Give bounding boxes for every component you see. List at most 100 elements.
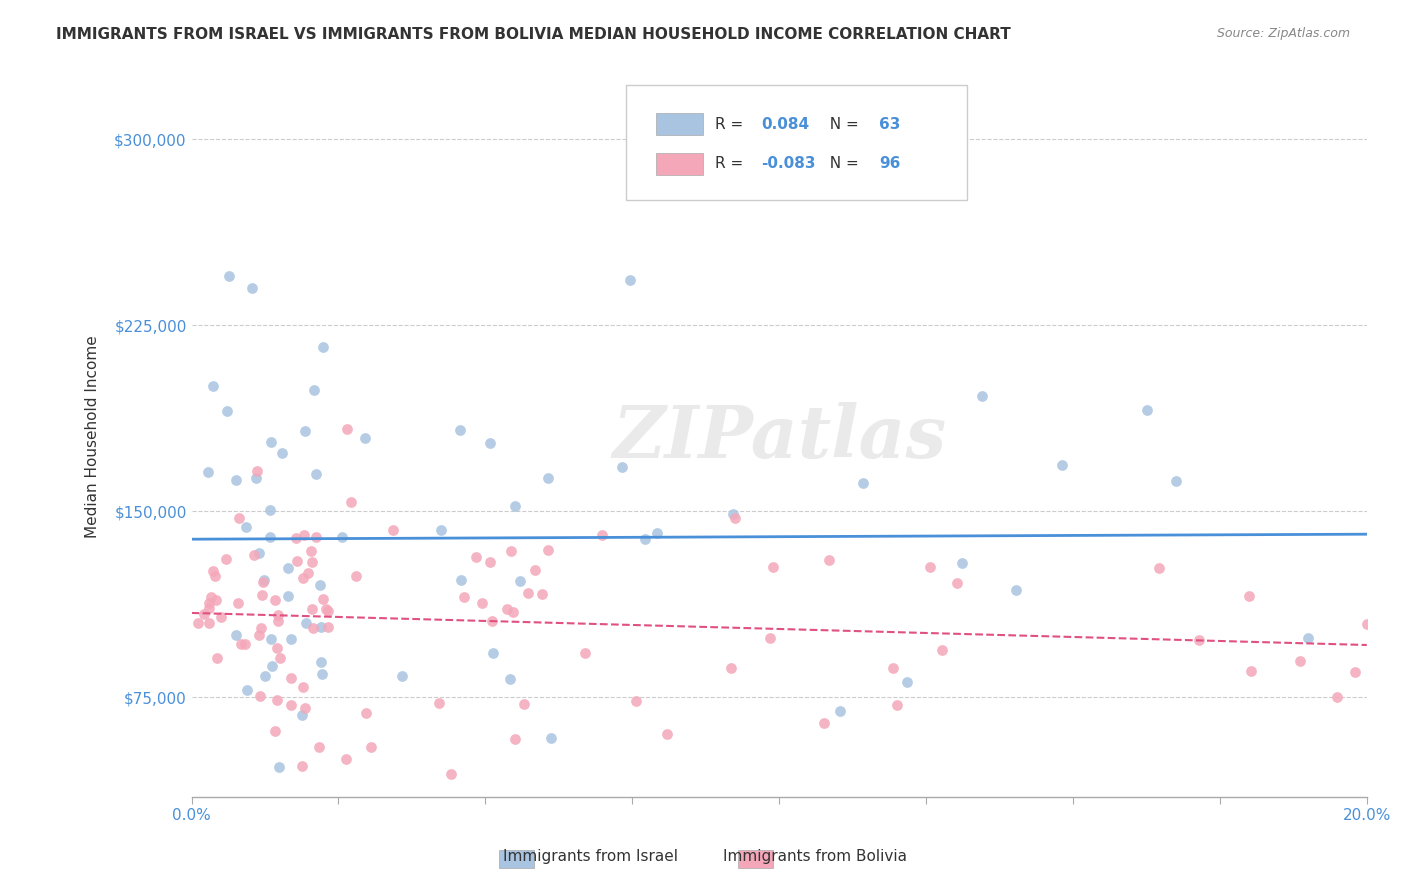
Point — [931, 643, 953, 657]
Point — [336, 422, 359, 436]
Point — [495, 602, 517, 616]
Point — [264, 724, 287, 739]
Point — [294, 616, 316, 631]
Point — [301, 555, 323, 569]
Point — [464, 549, 486, 564]
Point — [852, 476, 875, 491]
Point — [813, 715, 835, 730]
Point — [657, 727, 679, 741]
Point — [634, 533, 657, 547]
Text: Source: ZipAtlas.com: Source: ZipAtlas.com — [1216, 27, 1350, 40]
Point — [247, 546, 270, 560]
Point — [335, 752, 357, 766]
Point — [502, 605, 524, 619]
Text: N =: N = — [820, 117, 863, 132]
Text: -0.083: -0.083 — [762, 156, 815, 171]
Point — [277, 561, 299, 575]
Text: 63: 63 — [879, 117, 900, 132]
FancyBboxPatch shape — [655, 153, 703, 175]
Point — [524, 563, 547, 577]
Point — [280, 698, 302, 713]
Point — [209, 610, 232, 624]
Point — [311, 592, 333, 607]
Point — [200, 590, 222, 604]
Point — [540, 731, 562, 746]
Point — [1289, 654, 1312, 668]
Point — [481, 615, 503, 629]
Point — [503, 731, 526, 746]
Point — [280, 632, 302, 646]
Point — [724, 511, 747, 525]
Point — [503, 499, 526, 513]
Point — [297, 566, 319, 581]
Point — [269, 760, 291, 774]
Point — [381, 523, 404, 537]
Point — [217, 404, 239, 418]
Point — [263, 593, 285, 607]
Point — [482, 646, 505, 660]
Point — [537, 471, 560, 485]
Point — [242, 281, 264, 295]
Point — [266, 614, 288, 628]
Point — [267, 608, 290, 623]
Point — [1344, 665, 1367, 679]
Point — [1326, 690, 1348, 705]
Point — [204, 592, 226, 607]
Point — [197, 465, 219, 479]
Point — [291, 758, 314, 772]
Point — [886, 698, 908, 712]
Point — [427, 696, 450, 710]
Text: R =: R = — [714, 117, 748, 132]
FancyBboxPatch shape — [655, 113, 703, 135]
Point — [228, 510, 250, 524]
Point — [242, 549, 264, 563]
Point — [1239, 589, 1261, 603]
Point — [309, 578, 332, 592]
Point — [512, 697, 534, 711]
Point — [830, 704, 852, 718]
Point — [287, 554, 309, 568]
Point — [1355, 617, 1378, 632]
Point — [537, 543, 560, 558]
Point — [266, 692, 288, 706]
Point — [354, 706, 377, 720]
Point — [501, 543, 523, 558]
Point — [330, 530, 353, 544]
Point — [316, 604, 339, 618]
Point — [198, 596, 221, 610]
Point — [233, 637, 256, 651]
Point — [236, 682, 259, 697]
Point — [1188, 633, 1211, 648]
Text: R =: R = — [714, 156, 748, 171]
Point — [204, 569, 226, 583]
Point — [299, 544, 322, 558]
Point — [225, 473, 247, 487]
Point — [305, 467, 328, 482]
Point — [294, 701, 316, 715]
Point — [290, 707, 312, 722]
Point — [249, 689, 271, 703]
Point — [252, 574, 274, 589]
Point — [229, 636, 252, 650]
Point — [758, 631, 780, 645]
Point — [530, 587, 553, 601]
Text: IMMIGRANTS FROM ISRAEL VS IMMIGRANTS FROM BOLIVIA MEDIAN HOUSEHOLD INCOME CORREL: IMMIGRANTS FROM ISRAEL VS IMMIGRANTS FRO… — [56, 27, 1011, 42]
Point — [277, 589, 299, 603]
Point — [218, 268, 240, 283]
Point — [294, 424, 316, 438]
Point — [1239, 664, 1261, 678]
Point — [292, 680, 315, 694]
Point — [449, 423, 471, 437]
Point — [309, 655, 332, 669]
Point — [471, 596, 494, 610]
Text: N =: N = — [820, 156, 863, 171]
Point — [918, 560, 941, 574]
Point — [344, 568, 367, 582]
Point — [226, 596, 249, 610]
Point — [202, 379, 225, 393]
Point — [1050, 458, 1073, 472]
Point — [340, 494, 363, 508]
Point — [225, 628, 247, 642]
Point — [453, 591, 475, 605]
Point — [305, 530, 328, 544]
